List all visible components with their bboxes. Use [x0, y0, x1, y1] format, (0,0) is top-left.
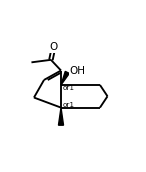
Text: O: O — [49, 42, 58, 52]
Polygon shape — [61, 71, 69, 85]
Text: OH: OH — [69, 66, 85, 76]
Text: or1: or1 — [62, 85, 74, 91]
Polygon shape — [59, 108, 64, 125]
Text: or1: or1 — [62, 102, 74, 108]
